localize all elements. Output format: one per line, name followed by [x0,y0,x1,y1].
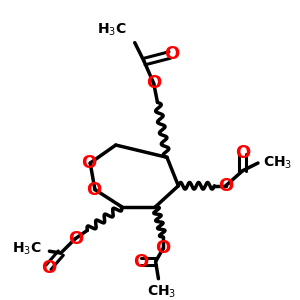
Text: CH$_3$: CH$_3$ [263,155,292,171]
Text: O: O [156,239,171,257]
Text: O: O [133,253,148,271]
Text: H$_3$C: H$_3$C [98,22,127,38]
Text: O: O [235,144,250,162]
Text: O: O [146,74,161,92]
Text: O: O [86,181,102,199]
Text: O: O [164,45,179,63]
Text: CH$_3$: CH$_3$ [147,284,176,300]
Text: O: O [218,177,233,195]
Text: O: O [82,154,97,172]
Text: O: O [41,259,56,277]
Text: O: O [68,230,84,248]
Text: H$_3$C: H$_3$C [12,241,42,257]
